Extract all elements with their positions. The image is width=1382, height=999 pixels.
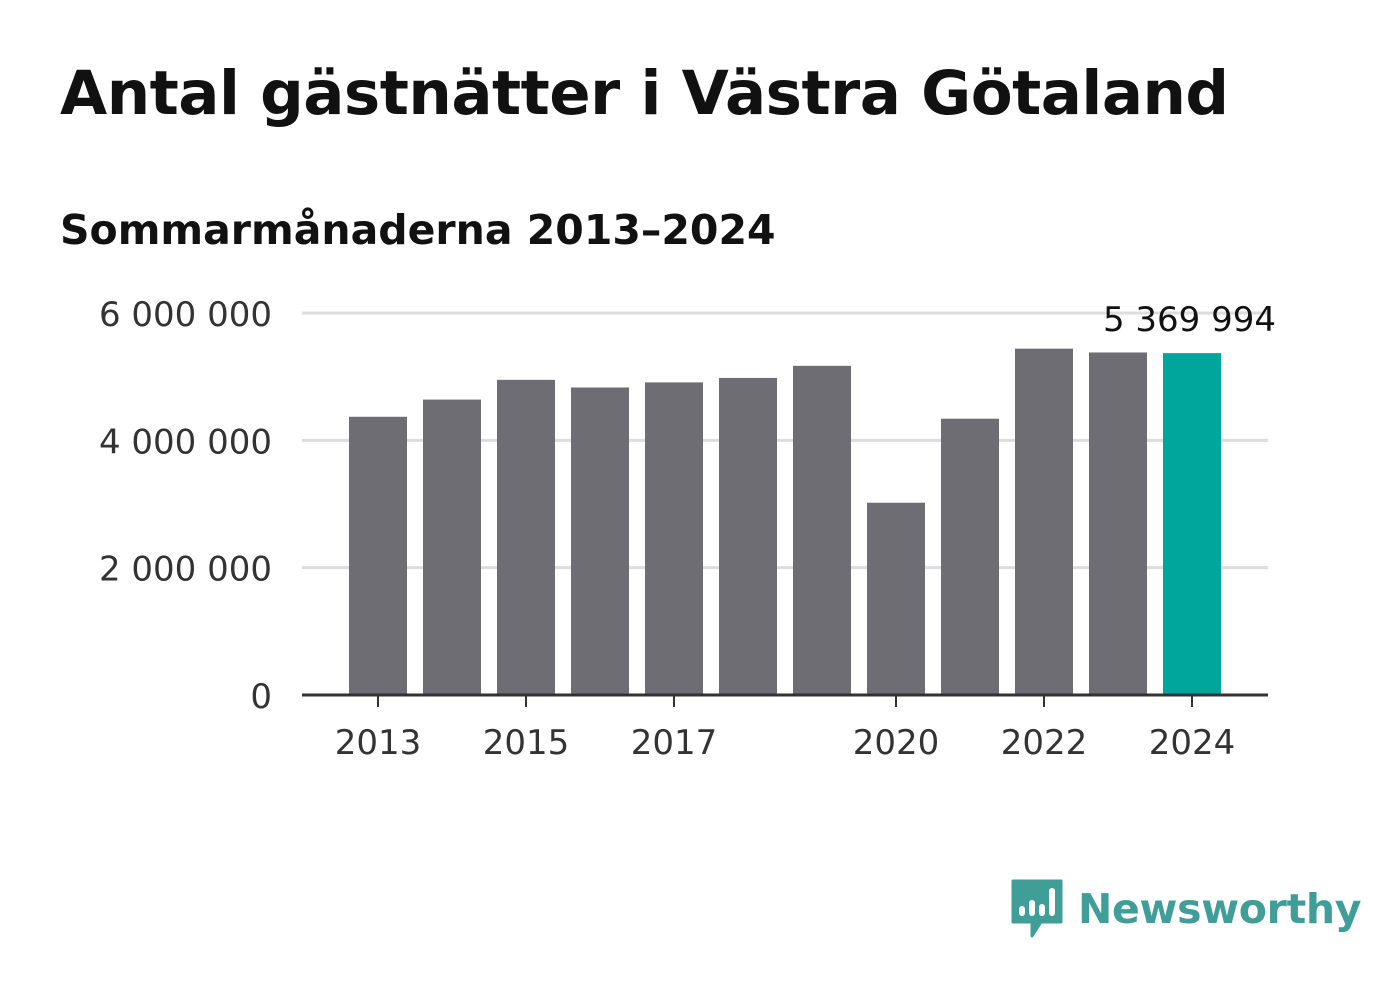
bar <box>941 418 999 695</box>
newsworthy-logo: Newsworthy <box>1010 878 1361 940</box>
chart-subtitle: Sommarmånaderna 2013–2024 <box>60 206 776 254</box>
x-tick-label: 2013 <box>335 723 422 763</box>
x-tick-label: 2017 <box>631 723 718 763</box>
highlight-bar <box>1163 353 1221 695</box>
bar <box>867 502 925 695</box>
bar <box>571 387 629 695</box>
x-tick-label: 2015 <box>483 723 570 763</box>
bar <box>645 382 703 695</box>
bar <box>497 379 555 695</box>
y-tick-label: 6 000 000 <box>99 295 272 335</box>
y-tick-label: 4 000 000 <box>99 422 272 462</box>
x-tick-label: 2020 <box>853 723 940 763</box>
y-tick-label: 2 000 000 <box>99 550 272 590</box>
bar-chart-speech-bubble-icon <box>1011 879 1063 938</box>
bar <box>1015 348 1073 695</box>
bar-chart: 0 2 000 000 4 000 000 6 000 000 2013 2015 2017… <box>99 295 1276 763</box>
bar <box>423 399 481 695</box>
y-tick-label: 0 <box>250 677 272 717</box>
chart-title: Antal gästnätter i Västra Götaland <box>60 58 1229 129</box>
bar <box>349 416 407 695</box>
bar <box>719 377 777 695</box>
bar <box>793 365 851 695</box>
bar <box>1089 352 1147 695</box>
x-tick-label: 2022 <box>1001 723 1088 763</box>
x-tick-label: 2024 <box>1149 723 1236 763</box>
data-label: 5 369 994 <box>1103 300 1276 340</box>
logo-text: Newsworthy <box>1078 885 1362 933</box>
